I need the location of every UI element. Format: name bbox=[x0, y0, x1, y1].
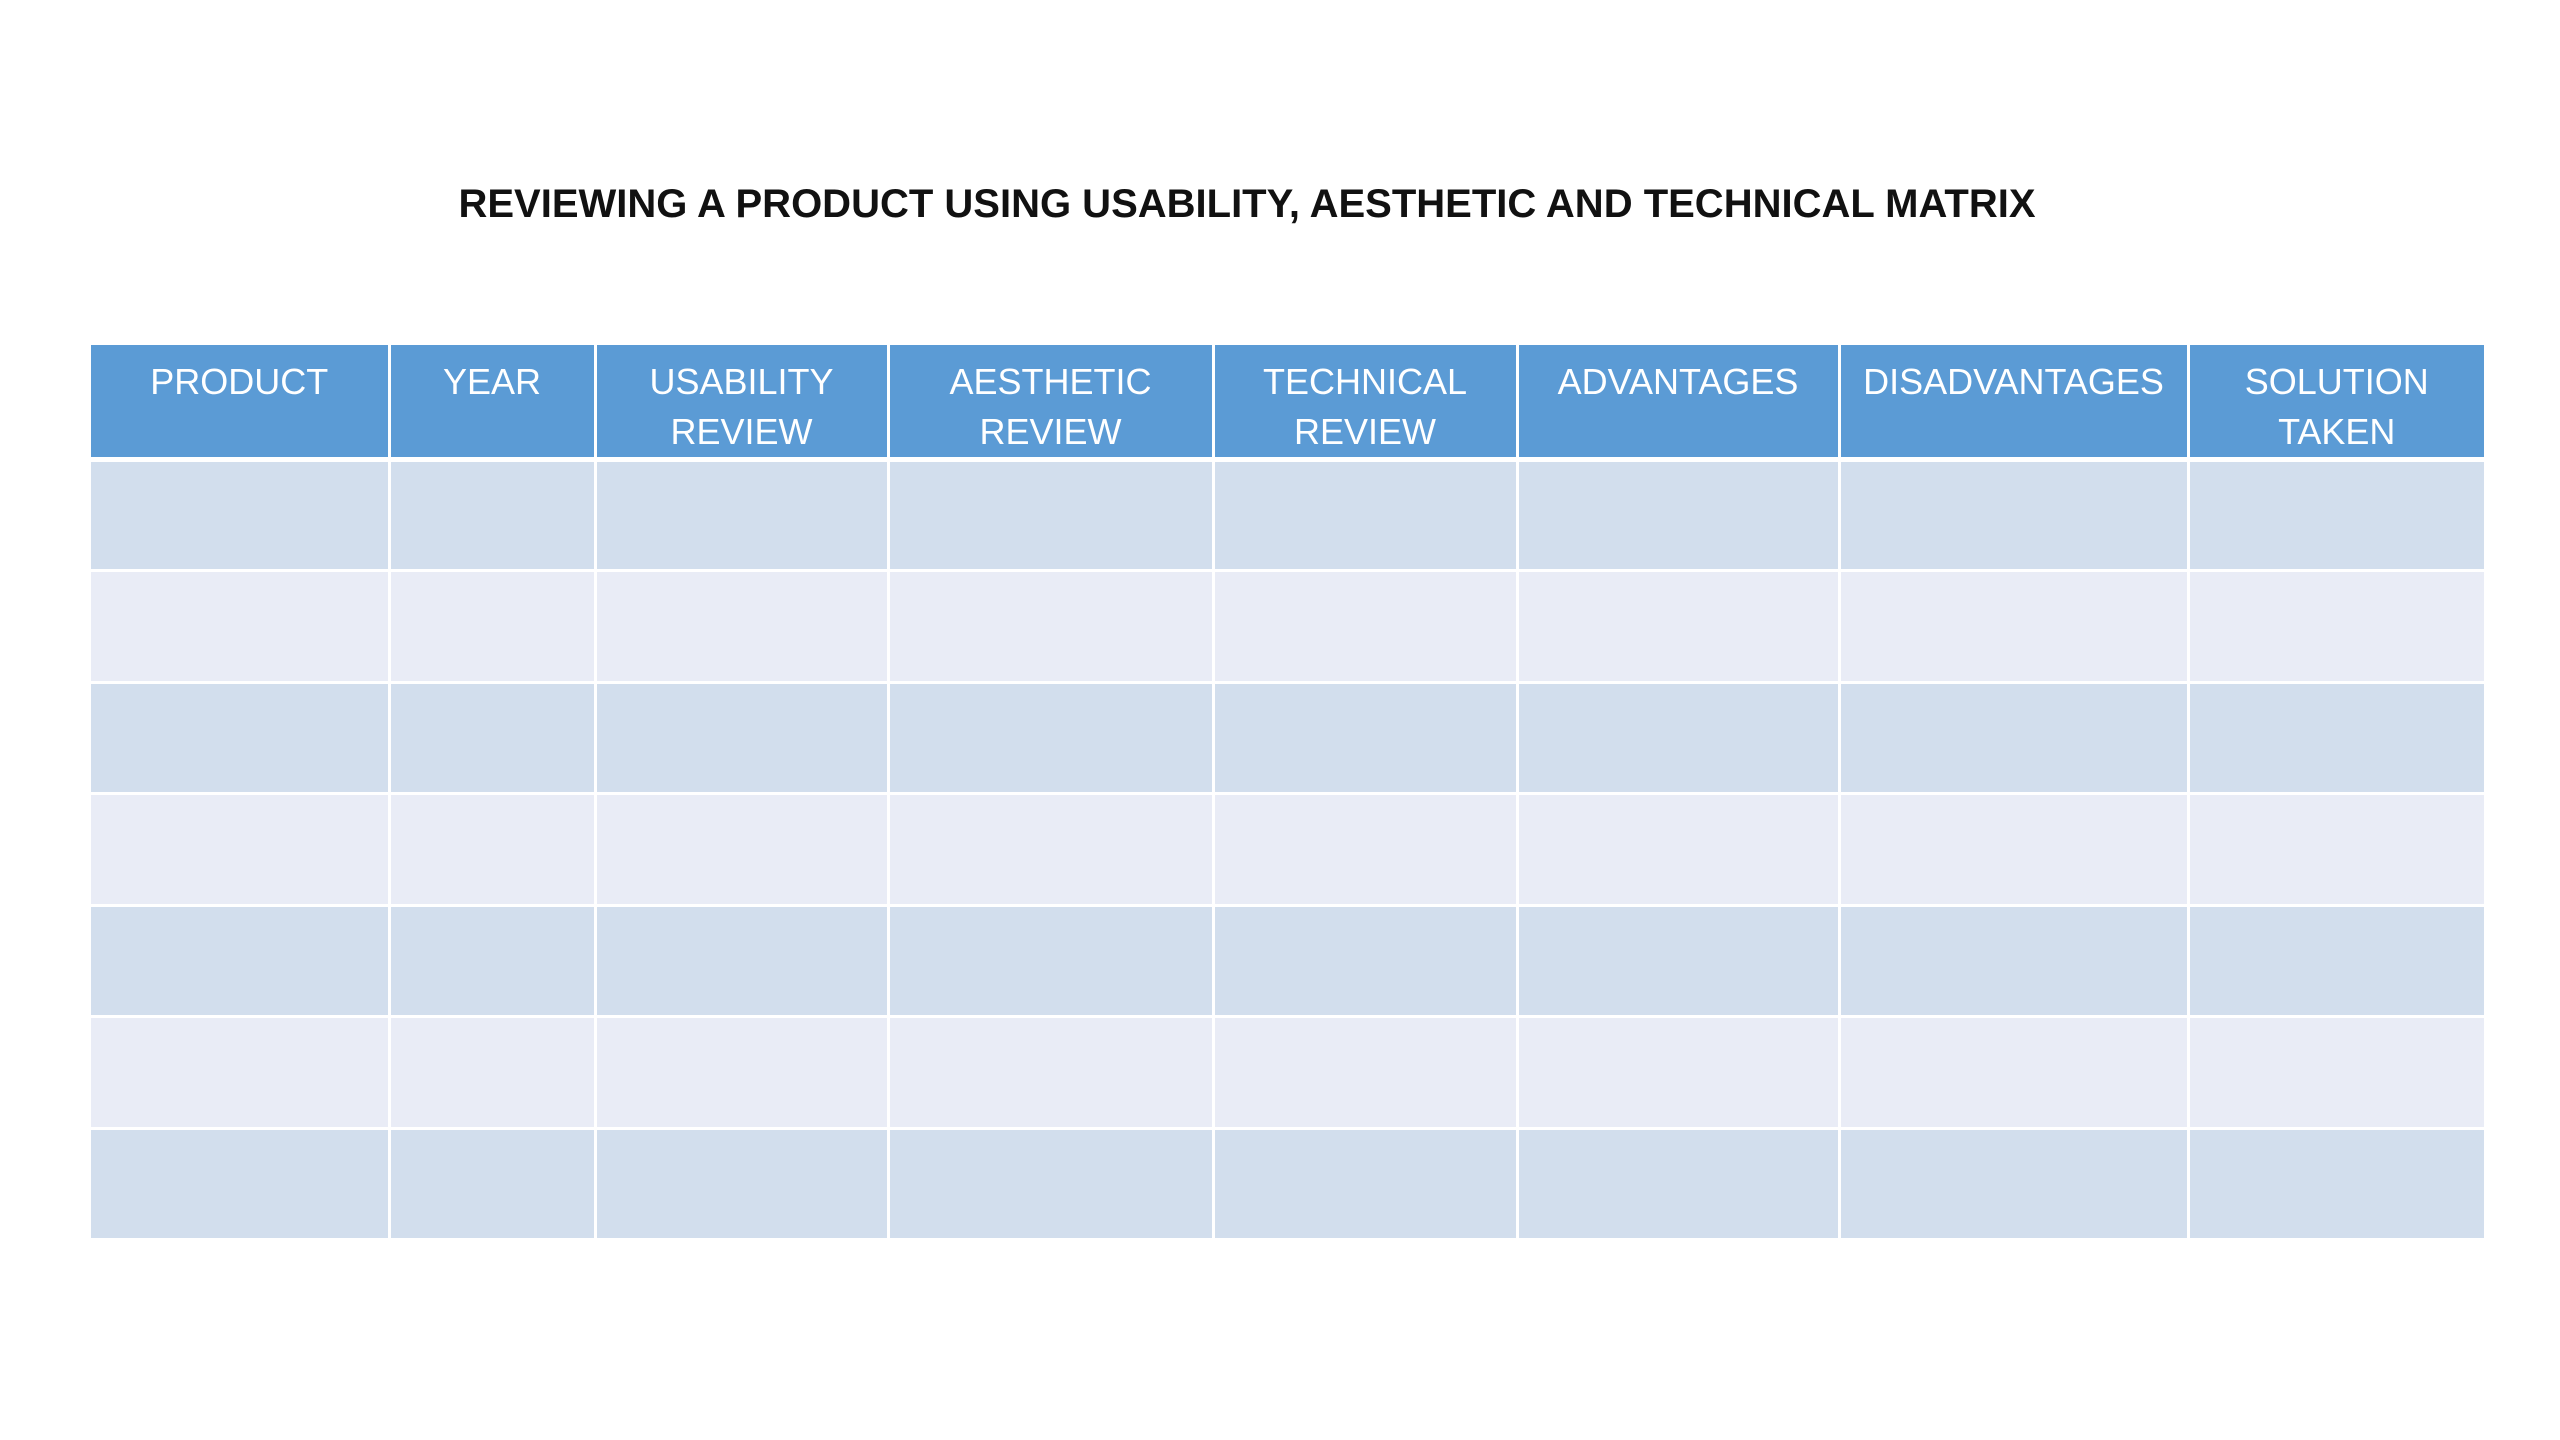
header-label: AESTHETIC bbox=[949, 361, 1152, 402]
table-cell[interactable] bbox=[91, 1126, 391, 1242]
table-cell[interactable] bbox=[1515, 792, 1841, 907]
table-cell[interactable] bbox=[1211, 680, 1519, 796]
table-cell[interactable] bbox=[91, 1015, 391, 1130]
table-cell[interactable] bbox=[593, 569, 890, 684]
table-cell[interactable] bbox=[593, 792, 890, 907]
header-label: REVIEW bbox=[670, 411, 813, 452]
table-cell[interactable] bbox=[2186, 903, 2484, 1019]
table-row bbox=[91, 569, 2484, 684]
table-cell[interactable] bbox=[1515, 1015, 1841, 1130]
table-cell[interactable] bbox=[1211, 569, 1519, 684]
table-cell[interactable] bbox=[1211, 1015, 1519, 1130]
table-cell[interactable] bbox=[91, 680, 391, 796]
table-row bbox=[91, 792, 2484, 907]
header-label: SOLUTION bbox=[2244, 361, 2429, 402]
table-cell[interactable] bbox=[1211, 1126, 1519, 1242]
header-label: PRODUCT bbox=[150, 361, 329, 402]
table-cell[interactable] bbox=[2186, 1015, 2484, 1130]
table-cell[interactable] bbox=[593, 903, 890, 1019]
column-header-solution-taken: SOLUTION TAKEN bbox=[2186, 345, 2484, 462]
header-label: YEAR bbox=[442, 361, 542, 402]
header-label: ADVANTAGES bbox=[1557, 361, 1799, 402]
table-cell[interactable] bbox=[886, 792, 1215, 907]
table-cell[interactable] bbox=[1837, 903, 2190, 1019]
table-cell[interactable] bbox=[1837, 792, 2190, 907]
table-cell[interactable] bbox=[1211, 792, 1519, 907]
column-header-aesthetic-review: AESTHETIC REVIEW bbox=[886, 345, 1215, 462]
column-header-product: PRODUCT bbox=[91, 345, 391, 462]
header-label: DISADVANTAGES bbox=[1863, 361, 2164, 402]
column-header-advantages: ADVANTAGES bbox=[1515, 345, 1841, 462]
table-cell[interactable] bbox=[1515, 457, 1841, 573]
table-cell[interactable] bbox=[387, 569, 597, 684]
table-row bbox=[91, 1015, 2484, 1130]
table-cell[interactable] bbox=[91, 569, 391, 684]
header-label: TAKEN bbox=[2278, 411, 2396, 452]
table-cell[interactable] bbox=[2186, 457, 2484, 573]
table-cell[interactable] bbox=[387, 1015, 597, 1130]
table-cell[interactable] bbox=[593, 457, 890, 573]
table-cell[interactable] bbox=[593, 680, 890, 796]
table-cell[interactable] bbox=[91, 792, 391, 907]
table-row bbox=[91, 903, 2484, 1019]
table-cell[interactable] bbox=[1837, 1015, 2190, 1130]
slide-title: REVIEWING A PRODUCT USING USABILITY, AES… bbox=[458, 182, 2036, 226]
table-cell[interactable] bbox=[1837, 457, 2190, 573]
table-cell[interactable] bbox=[2186, 569, 2484, 684]
table-cell[interactable] bbox=[91, 457, 391, 573]
table-cell[interactable] bbox=[886, 1015, 1215, 1130]
table-cell[interactable] bbox=[886, 457, 1215, 573]
table-cell[interactable] bbox=[387, 680, 597, 796]
table-cell[interactable] bbox=[593, 1126, 890, 1242]
table-cell[interactable] bbox=[2186, 792, 2484, 907]
header-label: TECHNICAL bbox=[1262, 361, 1468, 402]
table-row bbox=[91, 680, 2484, 796]
table-cell[interactable] bbox=[91, 903, 391, 1019]
table-cell[interactable] bbox=[1837, 569, 2190, 684]
column-header-disadvantages: DISADVANTAGES bbox=[1837, 345, 2190, 462]
table-cell[interactable] bbox=[886, 1126, 1215, 1242]
table-cell[interactable] bbox=[1211, 457, 1519, 573]
header-row: PRODUCT YEAR USABILITY REVIEW AESTHETIC RE… bbox=[91, 345, 2484, 462]
table-cell[interactable] bbox=[593, 1015, 890, 1130]
table-cell[interactable] bbox=[886, 903, 1215, 1019]
table-row bbox=[91, 1126, 2484, 1242]
table-cell[interactable] bbox=[1515, 680, 1841, 796]
table-cell[interactable] bbox=[1837, 680, 2190, 796]
table-row bbox=[91, 457, 2484, 573]
column-header-year: YEAR bbox=[387, 345, 597, 462]
table-cell[interactable] bbox=[1515, 903, 1841, 1019]
header-label: REVIEW bbox=[1293, 411, 1436, 452]
table-cell[interactable] bbox=[387, 792, 597, 907]
table-cell[interactable] bbox=[387, 1126, 597, 1242]
header-label: USABILITY bbox=[649, 361, 834, 402]
table-cell[interactable] bbox=[1837, 1126, 2190, 1242]
table-cell[interactable] bbox=[1515, 569, 1841, 684]
table-cell[interactable] bbox=[387, 457, 597, 573]
table-cell[interactable] bbox=[387, 903, 597, 1019]
table-cell[interactable] bbox=[2186, 1126, 2484, 1242]
column-header-usability-review: USABILITY REVIEW bbox=[593, 345, 890, 462]
table-cell[interactable] bbox=[1515, 1126, 1841, 1242]
column-header-technical-review: TECHNICAL REVIEW bbox=[1211, 345, 1519, 462]
table-cell[interactable] bbox=[1211, 903, 1519, 1019]
table-cell[interactable] bbox=[886, 680, 1215, 796]
table-cell[interactable] bbox=[2186, 680, 2484, 796]
table-cell[interactable] bbox=[886, 569, 1215, 684]
review-matrix-table: PRODUCT YEAR USABILITY REVIEW AESTHETIC RE… bbox=[91, 345, 2484, 1242]
header-label: REVIEW bbox=[979, 411, 1122, 452]
